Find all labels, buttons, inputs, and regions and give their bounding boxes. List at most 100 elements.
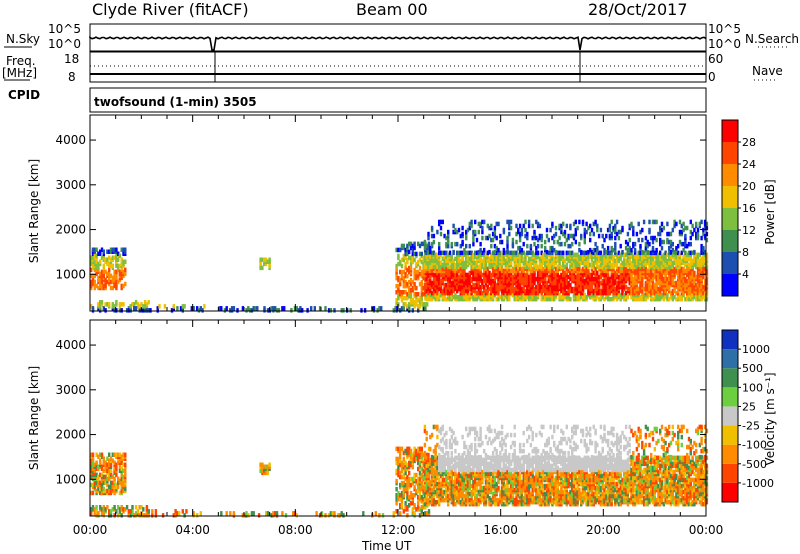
scatter-cell bbox=[668, 296, 671, 302]
scatter-cell bbox=[474, 254, 477, 260]
scatter-cell bbox=[452, 479, 455, 485]
scatter-cell bbox=[447, 243, 450, 249]
scatter-cell bbox=[113, 460, 116, 465]
scatter-cell bbox=[522, 250, 525, 256]
scatter-cell bbox=[109, 513, 113, 518]
scatter-cell bbox=[299, 306, 302, 311]
scatter-cell bbox=[605, 254, 608, 260]
scatter-cell bbox=[682, 241, 685, 247]
scatter-cell bbox=[637, 258, 640, 264]
scatter-cell bbox=[642, 250, 646, 256]
scatter-cell bbox=[580, 268, 583, 274]
scatter-cell bbox=[124, 507, 127, 512]
scatter-cell bbox=[470, 483, 473, 489]
scatter-cell bbox=[484, 264, 488, 270]
scatter-cell bbox=[486, 493, 489, 499]
scatter-cell bbox=[441, 256, 444, 262]
scatter-cell bbox=[134, 505, 138, 510]
scatter-cell bbox=[90, 507, 93, 512]
scatter-cell bbox=[241, 306, 245, 311]
scatter-cell bbox=[95, 480, 98, 486]
scatter-cell bbox=[465, 229, 468, 235]
scatter-cell bbox=[628, 223, 631, 229]
scatter-cell bbox=[578, 247, 581, 253]
scatter-cell bbox=[509, 254, 513, 260]
scatter-cell bbox=[95, 247, 98, 252]
scatter-cell bbox=[599, 288, 603, 294]
scatter-cell bbox=[99, 480, 102, 486]
scatter-cell bbox=[395, 497, 398, 502]
scatter-cell bbox=[700, 262, 703, 268]
scatter-cell bbox=[395, 456, 398, 462]
scatter-cell bbox=[580, 260, 583, 266]
scatter-cell bbox=[418, 281, 422, 287]
scatter-cell bbox=[506, 239, 509, 245]
scatter-cell bbox=[632, 231, 635, 237]
scatter-cell bbox=[653, 260, 656, 266]
scatter-cell bbox=[614, 245, 617, 251]
scatter-cell bbox=[438, 219, 441, 225]
scatter-cell bbox=[572, 264, 576, 270]
scatter-cell bbox=[578, 266, 581, 272]
scatter-cell bbox=[263, 464, 266, 469]
scatter-cell bbox=[508, 231, 511, 237]
scatter-cell bbox=[535, 235, 538, 241]
scatter-cell bbox=[614, 280, 617, 286]
scatter-cell bbox=[443, 455, 446, 461]
scatter-cell bbox=[277, 308, 280, 313]
scatter-cell bbox=[418, 493, 422, 498]
scatter-cell bbox=[426, 452, 429, 458]
scatter-cell bbox=[465, 296, 468, 302]
scatter-cell bbox=[426, 511, 429, 516]
scatter-cell bbox=[113, 269, 116, 275]
scatter-cell bbox=[456, 477, 459, 483]
scatter-cell bbox=[540, 250, 543, 256]
scatter-cell bbox=[90, 273, 93, 279]
scatter-cell bbox=[418, 304, 422, 309]
scatter-cell bbox=[427, 278, 430, 284]
scatter-cell bbox=[91, 273, 95, 279]
scatter-cell bbox=[466, 296, 470, 302]
scatter-cell bbox=[524, 288, 527, 294]
scatter-cell bbox=[417, 269, 420, 275]
scatter-cell bbox=[646, 276, 649, 282]
scatter-cell bbox=[520, 247, 524, 253]
scatter-cell bbox=[406, 478, 409, 484]
scatter-cell bbox=[120, 283, 123, 289]
scatter-cell bbox=[197, 308, 201, 313]
scatter-cell bbox=[145, 513, 149, 518]
scatter-cell bbox=[642, 286, 646, 292]
scatter-cell bbox=[450, 270, 453, 276]
scatter-cell bbox=[441, 266, 444, 272]
scatter-cell bbox=[470, 493, 473, 499]
scatter-cell bbox=[542, 284, 545, 290]
scatter-cell bbox=[434, 258, 437, 264]
scatter-cell bbox=[653, 250, 656, 256]
scatter-cell bbox=[623, 262, 626, 268]
scatter-cell bbox=[668, 239, 671, 245]
scatter-cell bbox=[624, 290, 628, 296]
scatter-cell bbox=[486, 250, 489, 256]
scatter-cell bbox=[100, 472, 104, 478]
scatter-cell bbox=[223, 308, 227, 313]
scatter-cell bbox=[610, 254, 613, 260]
scatter-cell bbox=[533, 258, 536, 264]
scatter-cell bbox=[443, 282, 446, 288]
scatter-cell bbox=[400, 306, 404, 311]
scatter-cell bbox=[483, 485, 486, 491]
scatter-cell bbox=[417, 292, 420, 297]
scatter-cell bbox=[470, 284, 473, 290]
scatter-cell bbox=[408, 302, 411, 307]
scatter-cell bbox=[540, 243, 543, 249]
scatter-cell bbox=[454, 455, 457, 461]
scatter-cell bbox=[572, 252, 576, 258]
scatter-cell bbox=[461, 489, 464, 495]
scatter-cell bbox=[158, 304, 161, 309]
scatter-cell bbox=[402, 480, 405, 486]
scatter-cell bbox=[409, 495, 413, 500]
scatter-cell bbox=[422, 302, 425, 307]
scatter-cell bbox=[90, 304, 93, 309]
scatter-cell bbox=[420, 251, 423, 257]
scatter-cell bbox=[641, 288, 644, 294]
scatter-cell bbox=[689, 250, 692, 256]
